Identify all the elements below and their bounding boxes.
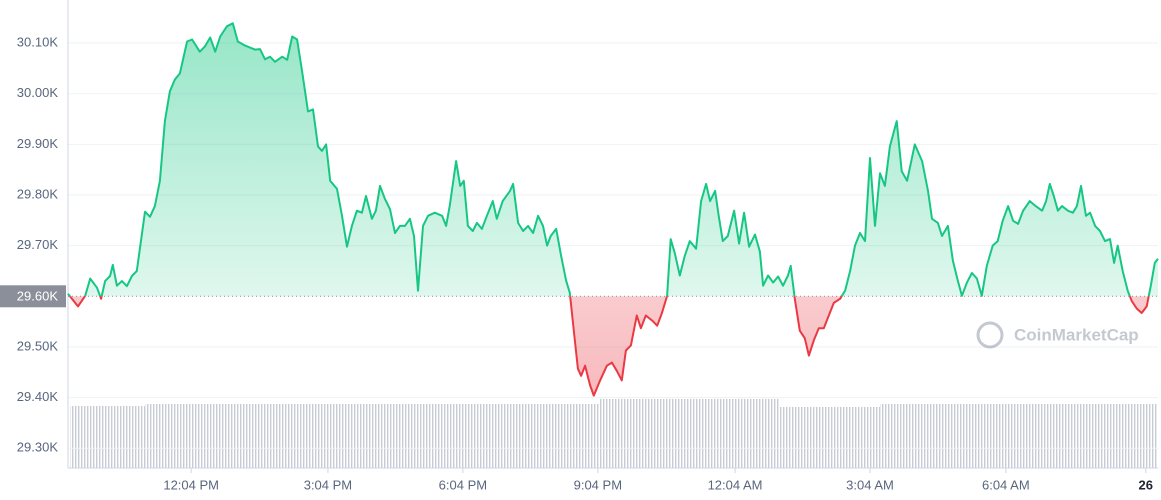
volume-bars [70,399,1158,468]
watermark: CoinMarketCap [976,321,1139,349]
price-line-down [68,296,1150,397]
area-down [68,296,1158,396]
x-tick-label: 3:04 PM [304,477,352,492]
y-tick-label: 29.80K [17,186,59,201]
price-line-up [67,22,1159,297]
y-tick-label: 30.00K [17,85,59,100]
x-tick-label: 9:04 PM [574,477,622,492]
x-tick-label: 6:04 PM [439,477,487,492]
x-tick-label: 6:04 AM [982,477,1030,492]
x-tick-label: 12:04 PM [163,477,219,492]
y-tick-label: 29.70K [17,237,59,252]
y-tick-label: 29.30K [17,440,59,455]
x-tick-label: 12:04 AM [708,477,763,492]
area-up [68,23,1158,297]
x-tick-label: 3:04 AM [846,477,894,492]
y-tick-label: 30.10K [17,34,59,49]
watermark-text: CoinMarketCap [1014,325,1139,344]
y-tick-label: 29.50K [17,338,59,353]
baseline-label-box [0,285,66,308]
x-tick-label: 26 [1139,477,1153,492]
y-tick-label: 29.40K [17,389,59,404]
baseline-label: 29.60K [17,289,59,304]
y-tick-label: 29.90K [17,136,59,151]
